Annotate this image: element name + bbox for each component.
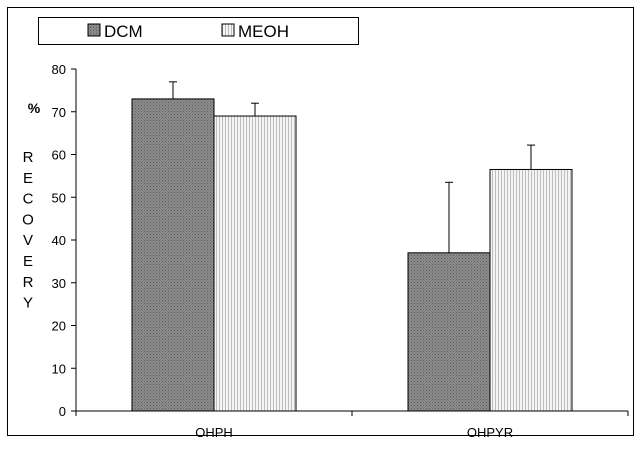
legend: DCM MEOH: [38, 17, 359, 45]
y-tick-label: 50: [52, 190, 66, 205]
y-tick-label: 80: [52, 62, 66, 77]
legend-box: [38, 17, 359, 45]
y-tick-label: 30: [52, 276, 66, 291]
y-tick-label: 60: [52, 148, 66, 163]
y-axis-label: % R E C O V E R Y: [22, 100, 41, 312]
bars: [131, 81, 573, 412]
legend-label-dcm: DCM: [104, 22, 143, 41]
y-tick-label: 10: [52, 361, 66, 376]
y-tick-label: 70: [52, 105, 66, 120]
y-tick-label: 20: [52, 319, 66, 334]
y-label-prefix: %: [28, 100, 41, 116]
bar-dcm-ohpyr: [407, 252, 491, 412]
bar-dcm-ohph: [131, 98, 215, 412]
legend-swatch-dcm: [87, 23, 101, 37]
y-tick-label: 40: [52, 233, 66, 248]
bar-meoh-ohph: [213, 115, 297, 412]
x-category-label: OHPH: [195, 425, 233, 440]
legend-swatch-meoh: [221, 23, 235, 37]
bar-meoh-ohpyr: [489, 168, 573, 412]
y-tick-label: 0: [59, 404, 66, 419]
legend-label-meoh: MEOH: [238, 22, 289, 41]
x-category-label: OHPYR: [467, 425, 513, 440]
